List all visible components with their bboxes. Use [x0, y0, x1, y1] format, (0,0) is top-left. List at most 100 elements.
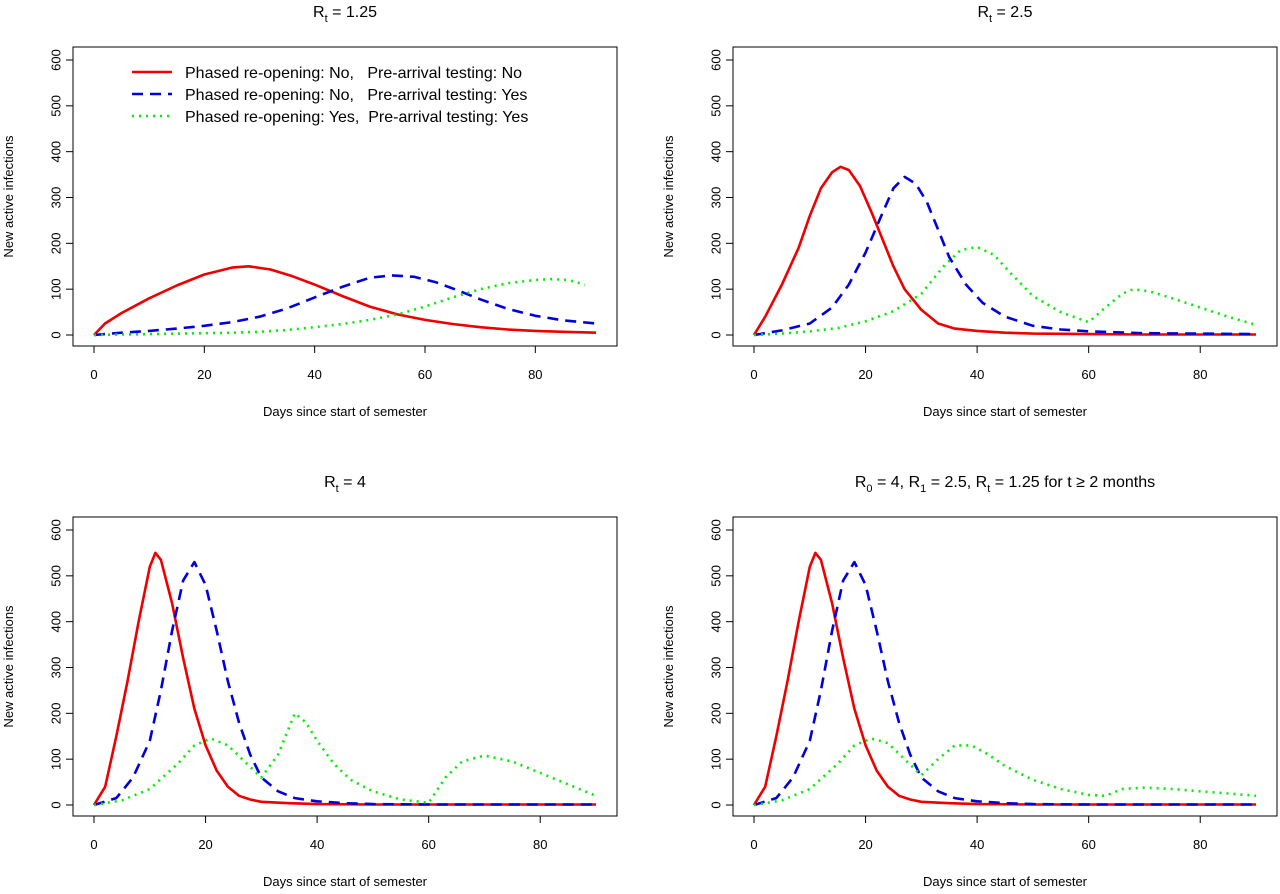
- x-tick-label: 80: [533, 837, 547, 852]
- x-axis-label: Days since start of semester: [263, 404, 428, 419]
- series-line-yes-yes: [753, 737, 1257, 807]
- x-tick-label: 0: [90, 367, 97, 382]
- series-line-no-yes: [753, 560, 1256, 807]
- y-tick-label: 0: [708, 331, 723, 338]
- y-tick-label: 600: [708, 49, 723, 71]
- panel-title: Rt = 2.5: [977, 4, 1032, 25]
- legend: Phased re-opening: No, Pre-arrival testi…: [132, 65, 528, 126]
- legend-label: Phased re-opening: No, Pre-arrival testi…: [185, 65, 522, 82]
- x-axis-label: Days since start of semester: [923, 404, 1088, 419]
- title-symbol: R: [313, 4, 325, 21]
- y-axis-label: New active infections: [661, 605, 676, 728]
- legend-label: Phased re-opening: No, Pre-arrival testi…: [185, 87, 527, 104]
- title-text: = 1.25: [328, 4, 377, 21]
- title-subscript: 0: [866, 483, 872, 495]
- y-tick-label: 600: [708, 519, 723, 541]
- y-tick-label: 600: [48, 49, 63, 71]
- title-symbol: R: [324, 474, 336, 491]
- y-tick-label: 300: [708, 657, 723, 679]
- y-tick-label: 300: [48, 657, 63, 679]
- y-tick-label: 100: [708, 278, 723, 300]
- x-tick-label: 80: [1193, 837, 1207, 852]
- y-tick-label: 400: [708, 141, 723, 163]
- y-tick-label: 500: [48, 565, 63, 587]
- x-tick-label: 0: [90, 837, 97, 852]
- title-subscript: t: [989, 13, 992, 25]
- chart-panel-3: Rt = 4 0 100 200 300 400 500 600 0 20 40 60 80 Days s…: [1, 474, 618, 889]
- chart-panel-2: Rt = 2.5 0 100 200 300 400 500 600 0 20 40 60 80 Days…: [661, 4, 1278, 419]
- title-symbol: R: [977, 4, 989, 21]
- y-tick-label: 200: [708, 232, 723, 254]
- plot-frame: [732, 46, 1278, 347]
- y-tick-label: 500: [48, 95, 63, 117]
- x-tick-label: 40: [970, 367, 984, 382]
- title-text: = 2.5,: [926, 474, 975, 491]
- plot-frame: [72, 516, 618, 817]
- x-tick-label: 80: [1193, 367, 1207, 382]
- chart-panel-1: Rt = 1.25 0 100 200 300 400 500 600 0 20 40 60 80 Day…: [1, 4, 618, 419]
- y-tick-label: 100: [48, 278, 63, 300]
- y-tick-label: 500: [708, 565, 723, 587]
- y-axis-label: New active infections: [1, 135, 16, 258]
- title-subscript: t: [987, 483, 990, 495]
- panel-title: Rt = 1.25: [313, 4, 377, 25]
- title-symbol: R: [855, 474, 867, 491]
- y-tick-label: 400: [708, 611, 723, 633]
- x-axis-label: Days since start of semester: [263, 874, 428, 889]
- title-symbol: R: [976, 474, 988, 491]
- x-tick-label: 40: [970, 837, 984, 852]
- legend-label: Phased re-opening: Yes, Pre-arrival test…: [185, 109, 528, 126]
- panel-title: Rt = 4: [324, 474, 366, 495]
- x-axis-label: Days since start of semester: [923, 874, 1088, 889]
- y-axis-label: New active infections: [661, 135, 676, 258]
- series-line-no-no: [752, 165, 1256, 336]
- y-axis-label: New active infections: [1, 605, 16, 728]
- y-tick-label: 600: [48, 519, 63, 541]
- x-tick-label: 0: [750, 837, 757, 852]
- y-tick-label: 300: [708, 187, 723, 209]
- y-tick-label: 0: [48, 801, 63, 808]
- y-tick-label: 300: [48, 187, 63, 209]
- y-tick-label: 200: [48, 702, 63, 724]
- series-line-no-yes: [93, 274, 597, 337]
- title-subscript: 1: [920, 483, 926, 495]
- title-symbol: R: [909, 474, 921, 491]
- y-tick-label: 0: [708, 801, 723, 808]
- title-subscript: t: [325, 13, 328, 25]
- title-text: = 2.5: [992, 4, 1033, 21]
- y-tick-label: 400: [48, 141, 63, 163]
- chart-panel-4: R0 = 4, R1 = 2.5, Rt = 1.25 for t ≥ 2 mo…: [661, 474, 1278, 889]
- title-text: = 4,: [873, 474, 909, 491]
- x-tick-label: 20: [198, 837, 212, 852]
- series-line-yes-yes: [93, 277, 586, 337]
- x-tick-label: 60: [1081, 367, 1095, 382]
- x-tick-label: 0: [750, 367, 757, 382]
- series-line-yes-yes: [93, 712, 597, 807]
- title-text: = 4: [339, 474, 366, 491]
- y-tick-label: 100: [48, 748, 63, 770]
- plot-frame: [72, 46, 618, 347]
- x-tick-label: 20: [858, 367, 872, 382]
- x-tick-label: 60: [418, 367, 432, 382]
- x-tick-label: 60: [1081, 837, 1095, 852]
- series-line-no-no: [92, 551, 596, 806]
- series-line-no-no: [752, 551, 1256, 806]
- x-tick-label: 40: [310, 837, 324, 852]
- panel-title: R0 = 4, R1 = 2.5, Rt = 1.25 for t ≥ 2 mo…: [855, 474, 1155, 495]
- y-tick-label: 200: [708, 702, 723, 724]
- series-line-no-no: [93, 265, 597, 336]
- x-tick-label: 20: [197, 367, 211, 382]
- y-tick-label: 400: [48, 611, 63, 633]
- y-tick-label: 100: [708, 748, 723, 770]
- x-tick-label: 80: [528, 367, 542, 382]
- series-line-yes-yes: [753, 245, 1257, 337]
- x-tick-label: 60: [421, 837, 435, 852]
- y-tick-label: 500: [708, 95, 723, 117]
- x-tick-label: 40: [307, 367, 321, 382]
- plot-frame: [732, 516, 1278, 817]
- series-line-no-yes: [93, 560, 596, 807]
- title-text: = 1.25 for t ≥ 2 months: [990, 474, 1155, 491]
- x-tick-label: 20: [858, 837, 872, 852]
- series-line-no-yes: [753, 175, 1257, 337]
